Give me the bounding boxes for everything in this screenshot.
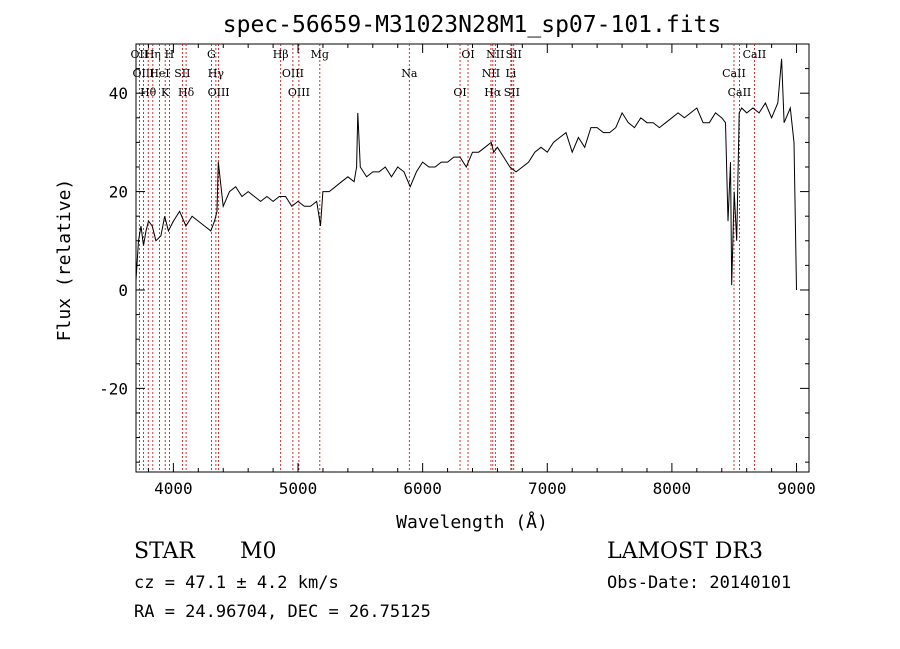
- line-label-8: Hδ: [178, 86, 195, 99]
- line-label-18: OI: [461, 48, 474, 61]
- line-label-25: CaII: [722, 67, 746, 80]
- line-label-13: OIII: [282, 67, 304, 80]
- line-label-17: OI: [453, 86, 466, 99]
- line-label-26: CaII: [728, 86, 752, 99]
- line-label-10: Hγ: [208, 67, 225, 80]
- y-tick-label-1: 0: [118, 281, 128, 300]
- y-tick-label-2: 20: [109, 183, 128, 202]
- y-tick-label-0: -20: [99, 379, 128, 398]
- line-label-24: SII: [506, 48, 522, 61]
- object-class: STAR: [134, 539, 195, 564]
- line-label-1: OIII: [132, 67, 154, 80]
- line-label-9: G: [207, 48, 216, 61]
- survey-name: LAMOST DR3: [607, 539, 763, 564]
- spectrum-chart: spec-56659-M31023N28M1_sp07-101.fits OII…: [54, 12, 816, 533]
- x-tick-label-1: 5000: [279, 479, 318, 498]
- x-tick-label-3: 7000: [528, 479, 567, 498]
- x-axis-label: Wavelength (Å): [396, 511, 548, 533]
- line-label-16: Na: [401, 67, 418, 80]
- line-label-27: CaII: [743, 48, 767, 61]
- line-label-2: Hθ: [140, 86, 157, 99]
- x-tick-label-2: 6000: [403, 479, 442, 498]
- observation-date: Obs-Date: 20140101: [607, 573, 792, 593]
- x-tick-label-0: 4000: [154, 479, 193, 498]
- line-label-11: OIII: [208, 86, 230, 99]
- line-label-6: H: [165, 48, 175, 61]
- line-label-14: OIII: [288, 86, 310, 99]
- line-label-7: SII: [174, 67, 190, 80]
- line-label-21: NII: [486, 48, 504, 61]
- line-label-23: SII: [504, 86, 520, 99]
- spectrum-series-line: [135, 58, 797, 291]
- redshift-velocity: cz = 47.1 ± 4.2 km/s: [134, 573, 339, 593]
- line-label-20: Hα: [484, 86, 502, 99]
- line-label-15: Mg: [311, 48, 329, 61]
- line-label-4: HeI: [149, 67, 169, 80]
- object-subclass: M0: [240, 539, 277, 564]
- line-label-5: K: [161, 86, 170, 99]
- line-label-3: Hη: [145, 48, 161, 61]
- y-axis-label: Flux (relative): [54, 179, 75, 342]
- axis-ticks: 4000 5000 6000 7000 8000 9000 -20 0 20 40: [99, 43, 816, 498]
- x-tick-label-4: 8000: [653, 479, 692, 498]
- chart-title: spec-56659-M31023N28M1_sp07-101.fits: [223, 12, 722, 38]
- line-label-19: NII: [482, 67, 500, 80]
- plot-area: [135, 43, 810, 473]
- line-label-12: Hβ: [273, 48, 289, 61]
- emission-line-markers: OIIOIIIHθHηHeIKHSIIHδGHγOIIIHβOIIIOIIIMg…: [131, 44, 767, 472]
- line-label-22: Li: [505, 67, 516, 80]
- y-tick-label-3: 40: [109, 84, 128, 103]
- coordinates: RA = 24.96704, DEC = 26.75125: [134, 602, 431, 622]
- x-tick-label-5: 9000: [777, 479, 816, 498]
